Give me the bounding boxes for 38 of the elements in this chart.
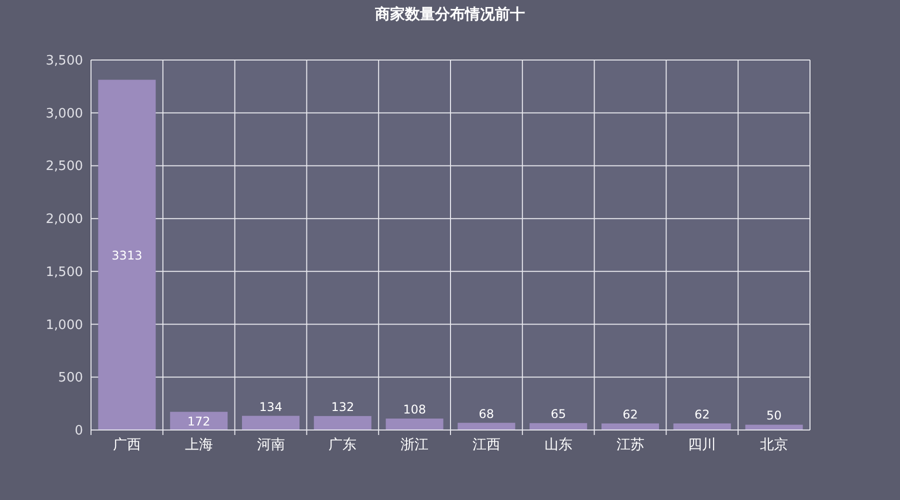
- y-tick-label: 1,500: [46, 264, 83, 280]
- data-label: 172: [187, 414, 210, 428]
- x-tick-label: 广西: [112, 437, 141, 453]
- bar: [530, 423, 588, 430]
- x-tick-label: 河南: [256, 437, 285, 453]
- y-tick-label: 3,000: [46, 106, 83, 122]
- data-label: 68: [478, 406, 494, 421]
- x-tick-label: 四川: [688, 437, 716, 453]
- bar: [386, 418, 444, 430]
- bar: [458, 422, 516, 430]
- data-label: 65: [550, 407, 566, 422]
- data-label: 3313: [112, 248, 142, 262]
- chart-title: 商家数量分布情况前十: [374, 5, 525, 23]
- x-tick-label: 浙江: [400, 437, 429, 453]
- y-tick-label: 1,000: [46, 318, 83, 333]
- y-tick-label: 3,500: [46, 54, 83, 68]
- data-label: 132: [331, 400, 354, 414]
- y-tick-label: 0: [74, 424, 83, 438]
- y-tick-label: 2,000: [46, 212, 83, 228]
- bar: [314, 416, 372, 430]
- data-label: 62: [622, 407, 638, 422]
- bar: [601, 423, 660, 430]
- bar: [745, 424, 803, 430]
- y-tick-label: 2,500: [46, 159, 83, 174]
- x-tick-label: 江苏: [616, 437, 644, 453]
- x-tick-label: 上海: [184, 437, 213, 453]
- x-tick-label: 北京: [760, 437, 788, 453]
- bar: [242, 416, 300, 430]
- data-label: 50: [766, 408, 782, 423]
- x-tick-label: 江西: [472, 437, 500, 453]
- bar: [673, 423, 731, 430]
- data-label: 62: [694, 407, 710, 422]
- data-label: 134: [259, 400, 282, 414]
- x-tick-label: 广东: [328, 437, 357, 453]
- y-tick-label: 500: [58, 370, 83, 386]
- x-tick-label: 山东: [544, 437, 572, 453]
- bar: [98, 80, 156, 430]
- data-label: 108: [403, 402, 426, 417]
